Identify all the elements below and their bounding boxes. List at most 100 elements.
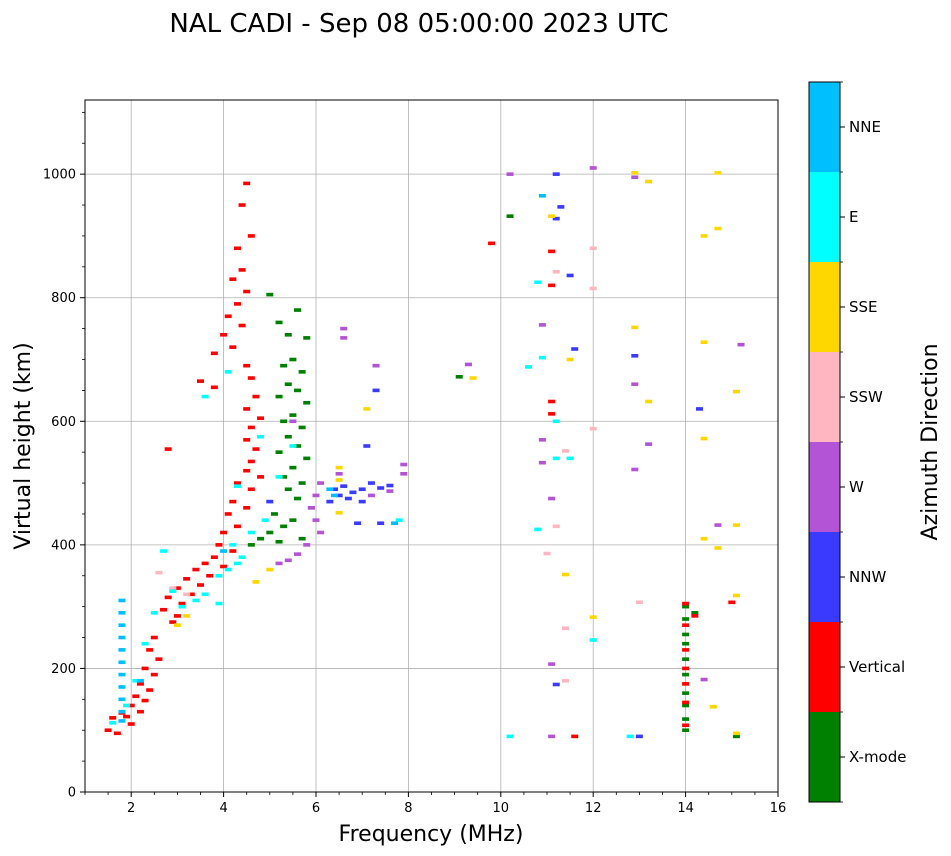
point-nne: [118, 719, 126, 723]
point-vertical: [136, 682, 144, 686]
point-x-mode: [284, 382, 292, 387]
point-e: [141, 641, 149, 646]
point-vertical: [548, 249, 556, 254]
point-nnw: [326, 499, 334, 504]
point-x-mode: [289, 518, 297, 522]
point-vertical: [682, 623, 690, 627]
point-nne: [118, 598, 126, 603]
point-nnw: [363, 444, 371, 448]
point-ssw: [552, 524, 560, 529]
point-vertical: [224, 512, 232, 516]
point-vertical: [127, 722, 135, 726]
point-e: [215, 601, 223, 606]
point-e: [238, 555, 246, 560]
point-vertical: [243, 363, 251, 368]
point-sse: [183, 614, 191, 618]
point-vertical: [682, 666, 690, 671]
point-e: [109, 721, 117, 725]
point-sse: [645, 179, 653, 184]
point-e: [247, 530, 255, 535]
y-tick-label: 600: [51, 415, 76, 430]
x-axis-label: Frequency (MHz): [339, 822, 524, 847]
point-vertical: [220, 564, 228, 569]
point-w: [464, 362, 472, 367]
point-vertical: [571, 734, 579, 739]
point-nnw: [377, 521, 385, 526]
point-vertical: [123, 714, 131, 719]
point-nne: [118, 660, 126, 665]
colorbar-segment: [809, 352, 840, 442]
point-sse: [732, 731, 740, 736]
point-w: [538, 438, 546, 442]
point-vertical: [113, 731, 121, 736]
point-nne: [330, 493, 338, 498]
point-vertical: [164, 447, 172, 451]
point-ssw: [589, 246, 597, 251]
point-vertical: [210, 385, 218, 390]
point-w: [317, 530, 325, 535]
point-sse: [335, 510, 343, 515]
point-x-mode: [289, 465, 297, 470]
colorbar-segment: [809, 532, 840, 622]
point-ssw: [589, 426, 597, 431]
point-e: [534, 280, 542, 285]
point-nne: [118, 685, 126, 689]
y-axis-ticks: 0 200 400 600 800 1000: [43, 111, 85, 801]
point-vertical: [243, 438, 251, 442]
point-vertical: [238, 268, 246, 272]
point-e: [224, 370, 232, 374]
point-sse: [548, 214, 556, 218]
point-w: [303, 543, 311, 547]
point-vertical: [192, 567, 200, 572]
point-nnw: [571, 347, 579, 351]
point-nnw: [367, 481, 375, 485]
point-vertical: [215, 543, 223, 547]
point-ssw: [155, 570, 163, 575]
point-vertical: [150, 672, 158, 677]
point-vertical: [229, 345, 237, 349]
point-vertical: [146, 688, 154, 692]
point-e: [169, 589, 177, 593]
point-nnw: [557, 205, 565, 209]
point-vertical: [243, 289, 251, 294]
point-w: [289, 419, 297, 424]
point-sse: [714, 226, 722, 231]
point-e: [201, 394, 209, 399]
point-e: [395, 518, 403, 522]
point-x-mode: [298, 370, 306, 374]
point-e: [257, 434, 265, 439]
colorbar-label-item: SSE: [849, 298, 878, 316]
point-x-mode: [682, 717, 690, 721]
colorbar-segment: [809, 172, 840, 262]
point-x-mode: [682, 728, 690, 733]
point-w: [700, 677, 708, 682]
point-vertical: [243, 505, 251, 510]
x-tick-label: 4: [219, 801, 227, 816]
x-tick-label: 8: [404, 801, 412, 816]
chart-title: NAL CADI - Sep 08 05:00:00 2023 UTC: [169, 9, 668, 39]
point-vertical: [252, 394, 260, 399]
point-x-mode: [294, 388, 302, 393]
point-x-mode: [270, 512, 278, 516]
point-w: [312, 493, 320, 498]
point-x-mode: [266, 292, 274, 297]
point-sse: [335, 478, 343, 482]
point-w: [538, 323, 546, 327]
point-vertical: [728, 600, 736, 605]
point-vertical: [691, 614, 699, 618]
point-nnw: [377, 486, 385, 490]
point-x-mode: [284, 332, 292, 337]
point-e: [160, 549, 168, 553]
point-vertical: [247, 459, 255, 464]
point-nne: [118, 709, 126, 714]
point-sse: [732, 523, 740, 527]
point-e: [233, 484, 241, 488]
point-x-mode: [280, 419, 288, 424]
point-vertical: [233, 302, 241, 306]
point-vertical: [164, 595, 172, 600]
point-nnw: [635, 734, 643, 739]
point-vertical: [173, 614, 181, 618]
point-e: [229, 543, 237, 547]
point-vertical: [243, 181, 251, 186]
point-w: [589, 166, 597, 170]
